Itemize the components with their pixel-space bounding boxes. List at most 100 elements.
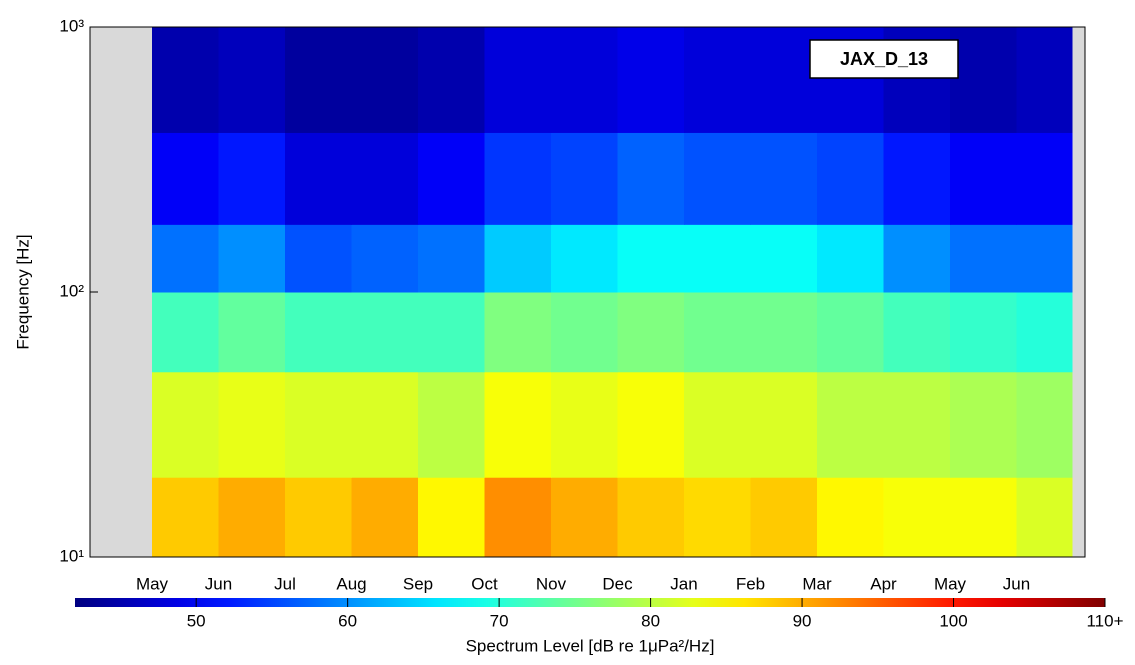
spectrogram-cell bbox=[418, 132, 485, 225]
spectrogram-cell bbox=[1016, 224, 1073, 293]
spectrogram-cell bbox=[218, 224, 286, 293]
colorbar-label: Spectrum Level [dB re 1μPa²/Hz] bbox=[466, 636, 715, 655]
spectrogram-cell bbox=[351, 132, 419, 225]
spectrogram-cell bbox=[418, 477, 485, 558]
spectrogram-cell bbox=[817, 477, 884, 558]
spectrogram-cell bbox=[617, 371, 685, 478]
x-tick-label: May bbox=[934, 574, 967, 593]
spectrogram-cell bbox=[218, 477, 286, 558]
spectrogram-cell bbox=[218, 292, 286, 373]
spectrogram-cell bbox=[418, 371, 485, 478]
spectrogram-cell bbox=[750, 27, 818, 133]
spectrogram-cell bbox=[218, 27, 286, 133]
spectrogram-cell bbox=[684, 132, 751, 225]
y-tick-label: 10³ bbox=[59, 16, 84, 35]
spectrogram-cell bbox=[551, 27, 618, 133]
spectrogram-cell bbox=[285, 292, 352, 373]
spectrogram-cell bbox=[617, 27, 685, 133]
x-tick-label: Jan bbox=[670, 574, 697, 593]
spectrogram-cell bbox=[152, 132, 219, 225]
spectrogram-cell bbox=[817, 132, 884, 225]
y-axis-label: Frequency [Hz] bbox=[13, 234, 32, 349]
spectrogram-cell bbox=[285, 477, 352, 558]
spectrogram-cell bbox=[351, 27, 419, 133]
colorbar-tick-label: 60 bbox=[338, 611, 357, 630]
spectrogram-cell bbox=[684, 224, 751, 293]
x-tick-label: Aug bbox=[336, 574, 366, 593]
spectrogram-cell bbox=[1016, 477, 1073, 558]
spectrogram-cell bbox=[484, 477, 552, 558]
spectrogram-cell bbox=[484, 132, 552, 225]
spectrogram-cell bbox=[883, 132, 951, 225]
spectrogram-cell bbox=[1016, 132, 1073, 225]
spectrogram-cell bbox=[883, 224, 951, 293]
spectrogram-cell bbox=[551, 292, 618, 373]
spectrogram-cell bbox=[1016, 27, 1073, 133]
colorbar-tick-label: 80 bbox=[641, 611, 660, 630]
spectrogram-cell bbox=[484, 371, 552, 478]
x-tick-label: Mar bbox=[802, 574, 832, 593]
x-tick-label: Apr bbox=[870, 574, 897, 593]
colorbar-tick-label: 50 bbox=[187, 611, 206, 630]
spectrogram-cell bbox=[750, 371, 818, 478]
spectrogram-cell bbox=[351, 292, 419, 373]
spectrogram-cell bbox=[218, 371, 286, 478]
x-tick-label: May bbox=[136, 574, 169, 593]
colorbar-tick-label: 70 bbox=[490, 611, 509, 630]
y-tick-label: 10² bbox=[59, 281, 84, 300]
spectrogram-cell bbox=[817, 224, 884, 293]
spectrogram-cell bbox=[285, 27, 352, 133]
x-tick-label: Jul bbox=[274, 574, 296, 593]
spectrogram-cell bbox=[684, 27, 751, 133]
spectrogram-cell bbox=[152, 27, 219, 133]
spectrogram-cell bbox=[418, 27, 485, 133]
spectrogram-cell bbox=[351, 224, 419, 293]
spectrogram-cell bbox=[950, 132, 1017, 225]
spectrogram-cell bbox=[950, 224, 1017, 293]
spectrogram-cell bbox=[484, 224, 552, 293]
spectrogram-cell bbox=[617, 292, 685, 373]
spectrogram-cell bbox=[218, 132, 286, 225]
spectrogram-cell bbox=[950, 27, 1017, 133]
x-tick-label: Sep bbox=[403, 574, 433, 593]
spectrogram-cell bbox=[551, 224, 618, 293]
annotation-box bbox=[809, 39, 959, 79]
spectrogram-cell bbox=[418, 224, 485, 293]
colorbar-tick-label: 90 bbox=[793, 611, 812, 630]
spectrogram-cell bbox=[551, 132, 618, 225]
spectrogram-cell bbox=[817, 371, 884, 478]
spectrogram-cell bbox=[817, 292, 884, 373]
spectrogram-cell bbox=[285, 224, 352, 293]
spectrogram-cell bbox=[351, 477, 419, 558]
spectrogram-cell bbox=[152, 477, 219, 558]
colorbar-tick-label: 110+ bbox=[1086, 611, 1123, 630]
spectrogram-cell bbox=[750, 132, 818, 225]
spectrogram-cell bbox=[1016, 371, 1073, 478]
spectrogram-cell bbox=[418, 292, 485, 373]
spectrogram-cell bbox=[684, 292, 751, 373]
x-tick-label: Jun bbox=[205, 574, 232, 593]
spectrogram-cell bbox=[351, 371, 419, 478]
x-tick-label: Dec bbox=[602, 574, 633, 593]
spectrogram-cell bbox=[617, 224, 685, 293]
spectrogram-cell bbox=[617, 477, 685, 558]
spectrogram-cell bbox=[285, 371, 352, 478]
x-tick-label: Nov bbox=[536, 574, 567, 593]
spectrogram-cell bbox=[684, 477, 751, 558]
spectrogram-cell bbox=[152, 371, 219, 478]
spectrogram-cell bbox=[152, 292, 219, 373]
spectrogram-cell bbox=[285, 132, 352, 225]
colorbar-tick-label: 100 bbox=[939, 611, 967, 630]
spectrogram-cell bbox=[883, 371, 951, 478]
spectrogram-cell bbox=[750, 477, 818, 558]
x-tick-label: Oct bbox=[471, 574, 498, 593]
spectrogram-cell bbox=[750, 292, 818, 373]
spectrogram-cell bbox=[484, 292, 552, 373]
spectrogram-cell bbox=[617, 132, 685, 225]
spectrogram-cell bbox=[684, 371, 751, 478]
spectrogram-cell bbox=[950, 292, 1017, 373]
y-tick-label: 10¹ bbox=[59, 546, 84, 565]
spectrogram-cell bbox=[950, 477, 1017, 558]
x-tick-label: Feb bbox=[736, 574, 765, 593]
